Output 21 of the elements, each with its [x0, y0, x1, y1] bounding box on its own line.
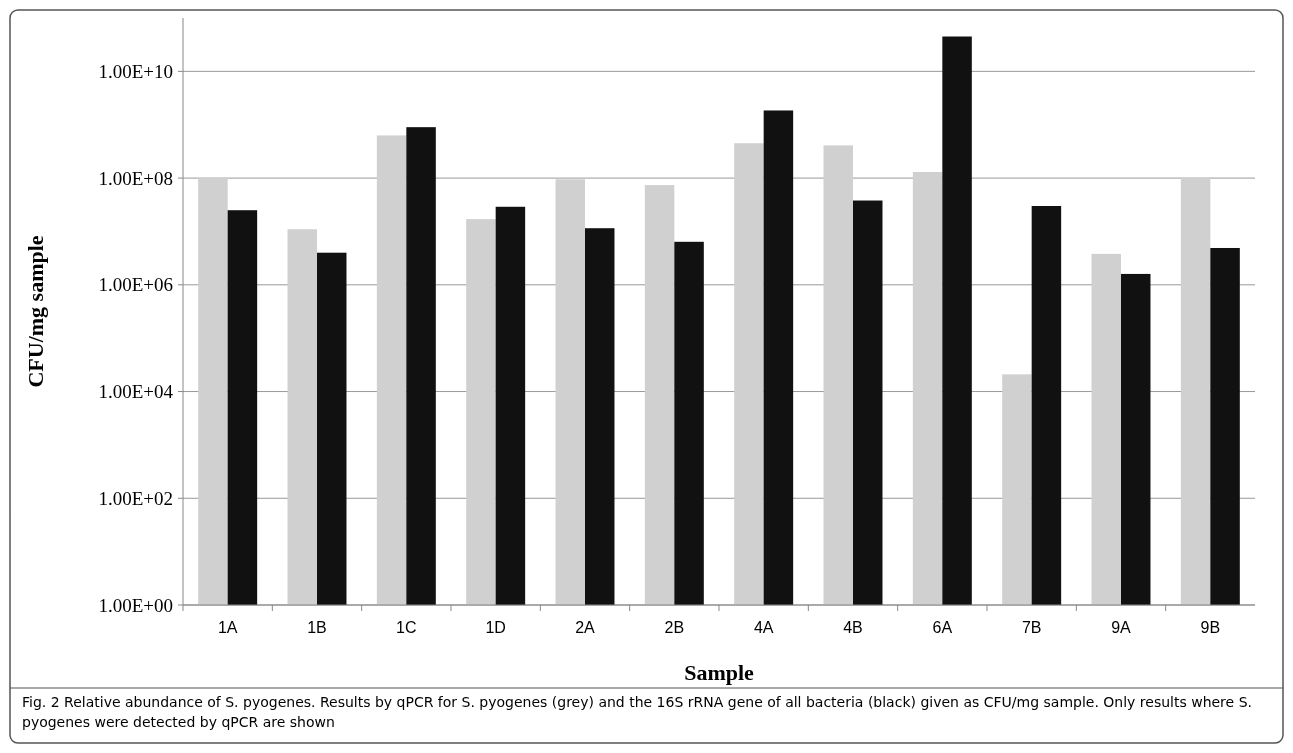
- x-tick-label: 4A: [753, 619, 774, 636]
- y-axis-title: CFU/mg sample: [23, 235, 48, 388]
- y-tick-label: 1.00E+04: [98, 381, 174, 403]
- caption: Fig. 2 Relative abundance of S. pyogenes. Results by qPCR for S. pyogenes (grey) and the 16S rRNA gene of all bacteria (black) given as CFU/mg sample. Only results where S. pyogenes were detected by qPCR are shown: [22, 693, 1253, 732]
- x-tick-label: 1C: [396, 619, 417, 636]
- x-tick-label: 2B: [664, 619, 685, 636]
- y-tick-label: 1.00E+02: [98, 487, 173, 509]
- x-axis-title: Sample: [684, 660, 755, 685]
- y-tick-label: 1.00E+08: [98, 167, 173, 189]
- x-tick-label: 9B: [1200, 619, 1221, 636]
- x-tick-label: 6A: [932, 619, 953, 636]
- x-tick-label: 9A: [1111, 619, 1132, 636]
- x-tick-label: 1D: [485, 619, 506, 636]
- y-tick-label: 1.00E+10: [98, 61, 173, 83]
- y-tick-label: 1.00E+00: [98, 594, 173, 616]
- x-tick-label: 1A: [217, 619, 238, 636]
- x-tick-label: 4B: [843, 619, 863, 636]
- x-tick-label: 2A: [575, 619, 596, 636]
- y-tick-label: 1.00E+06: [98, 274, 173, 296]
- x-tick-label: 7B: [1021, 619, 1042, 636]
- x-tick-label: 1B: [307, 619, 327, 636]
